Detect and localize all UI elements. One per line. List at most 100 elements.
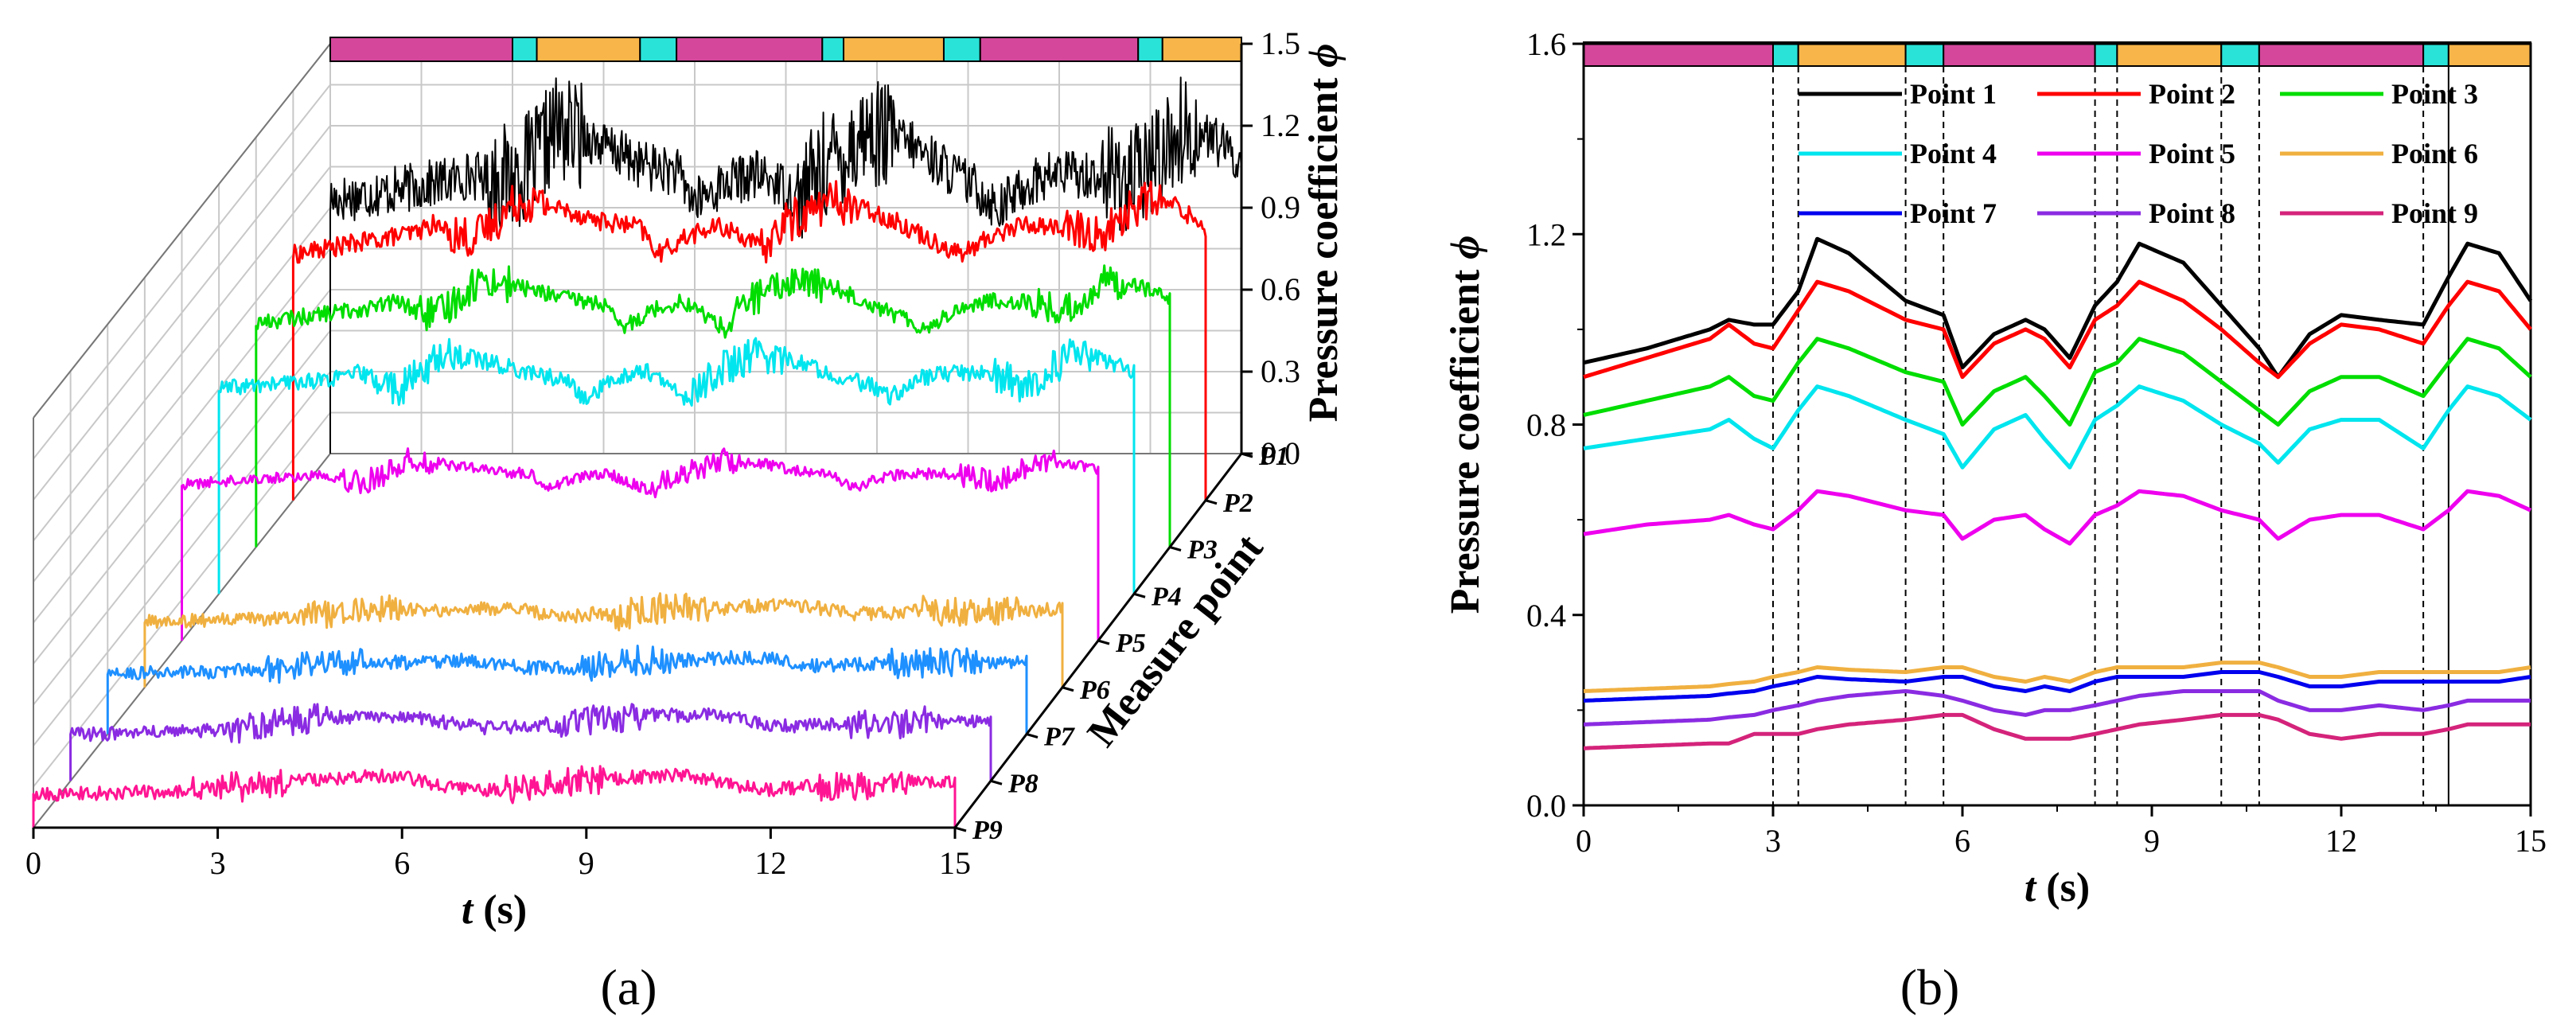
waterfall-trace-p9: [32, 765, 957, 828]
x-tick-label-a: 12: [754, 845, 786, 881]
series-line-point-6: [1583, 661, 2531, 693]
phase-segment-a: [1161, 37, 1243, 62]
depth-tick-label-a: P7: [1043, 723, 1076, 752]
phase-segment-b: [2094, 41, 2118, 67]
depth-tick-label-a: P3: [1187, 536, 1218, 565]
depth-axis-title-a: Measure point: [1079, 525, 1272, 755]
legend-label-point-9: Point 9: [2391, 197, 2478, 229]
legend-label-point-6: Point 6: [2391, 138, 2478, 170]
z-tick-label-a: 1.2: [1261, 107, 1300, 143]
series-line-point-4: [1583, 384, 2532, 470]
y-axis-title-text-b: Pressure coefficient: [1443, 259, 1488, 614]
depth-tick-mark-a: [1205, 499, 1218, 505]
waterfall-trace-p6: [143, 592, 1064, 688]
phase-segment-a: [676, 37, 824, 62]
z-axis-title-a: Pressure coefficient ϕ: [1301, 44, 1346, 423]
phase-segment-b: [1797, 41, 1907, 67]
depth-tick-mark-a: [1062, 686, 1074, 692]
waterfall-trace-p8: [69, 703, 992, 781]
phase-segment-a: [639, 37, 678, 62]
legend-label-point-4: Point 4: [1910, 138, 1997, 170]
y-tick-label-b: 0.4: [1526, 598, 1566, 633]
depth-tick-mark-a: [1133, 592, 1146, 598]
depth-tick-label-a: P1: [1258, 442, 1289, 471]
phase-segment-a: [979, 37, 1140, 62]
x-axis-title-b: t (s): [2025, 865, 2090, 910]
y-axis-symbol-b: ϕ: [1443, 236, 1488, 259]
side-wall-grid-line: [33, 207, 331, 583]
waterfall-trace-p3: [255, 264, 1171, 548]
side-wall-grid-line: [33, 125, 331, 501]
depth-tick-mark-a: [990, 779, 1003, 785]
z-tick-label-a: 0.9: [1261, 189, 1300, 225]
panel-b-label: (b): [1900, 959, 1960, 1015]
phase-segment-b: [1943, 41, 2096, 67]
z-tick-label-a: 1.5: [1261, 25, 1300, 61]
x-tick-label-a: 3: [210, 845, 226, 881]
x-axis-variable-b: t: [2025, 865, 2037, 910]
phase-segment-a: [942, 37, 981, 62]
phase-segment-a: [1137, 37, 1163, 62]
depth-tick-mark-a: [1097, 639, 1110, 645]
phase-segment-b: [2422, 41, 2449, 67]
series-line-point-8: [1583, 689, 2531, 727]
x-tick-label-a: 9: [579, 845, 594, 881]
floor-outline: [31, 453, 1244, 828]
z-axis-title-text-a: Pressure coefficient: [1301, 68, 1346, 423]
depth-tick-label-a: P4: [1151, 582, 1182, 611]
z-tick-label-a: 0.0: [1261, 435, 1300, 471]
depth-tick-mark-a: [954, 826, 967, 832]
legend-label-point-3: Point 3: [2391, 78, 2478, 110]
legend-label-point-7: Point 7: [1910, 197, 1997, 229]
x-tick-label-b: 9: [2144, 823, 2160, 859]
side-wall-grid-line: [33, 166, 331, 542]
waterfall-trace-p7: [106, 645, 1028, 735]
series-line-point-7: [1583, 670, 2531, 703]
x-tick-label-b: 3: [1765, 823, 1781, 859]
legend-label-point-1: Point 1: [1910, 78, 1997, 110]
depth-tick-label-a: P2: [1222, 489, 1253, 518]
phase-segment-b: [2220, 41, 2260, 67]
phase-segment-b: [2116, 41, 2223, 67]
depth-tick-label-a: P5: [1115, 629, 1146, 658]
top-left-edge: [33, 43, 331, 419]
phase-segment-a: [821, 37, 845, 62]
legend-label-point-8: Point 8: [2149, 197, 2235, 229]
z-tick-label-a: 0.3: [1261, 353, 1300, 389]
panel-a-label: (a): [600, 959, 657, 1015]
side-wall-grid-line: [33, 247, 331, 624]
phase-segment-b: [2447, 41, 2532, 67]
series-line-point-9: [1583, 712, 2531, 750]
series-line-point-1: [1583, 236, 2533, 380]
waterfall-trace-p4: [217, 337, 1136, 594]
waterfall-trace-p2: [291, 180, 1207, 501]
phase-segment-a: [536, 37, 641, 62]
y-tick-label-b: 0.0: [1526, 788, 1566, 824]
phase-segment-a: [512, 37, 538, 62]
x-tick-label-b: 6: [1954, 823, 1970, 859]
depth-tick-label-a: P9: [972, 816, 1003, 845]
phase-segment-b: [2258, 41, 2425, 67]
x-tick-label-b: 0: [1576, 823, 1592, 859]
series-line-point-3: [1583, 337, 2532, 427]
x-axis-title-a: t (s): [462, 887, 527, 933]
y-tick-label-b: 1.2: [1526, 216, 1566, 252]
phase-segment-a: [843, 37, 945, 62]
legend-label-point-2: Point 2: [2149, 78, 2235, 110]
x-tick-label-a: 6: [394, 845, 410, 881]
x-axis-unit-a: (s): [473, 887, 527, 933]
x-tick-label-a: 15: [939, 845, 971, 881]
legend-label-point-5: Point 5: [2149, 138, 2235, 170]
depth-tick-label-a: P8: [1007, 769, 1039, 798]
side-wall-grid-line: [33, 289, 331, 664]
x-tick-label-b: 15: [2515, 823, 2547, 859]
x-tick-label-b: 12: [2325, 823, 2357, 859]
phase-segment-b: [1772, 41, 1799, 67]
depth-tick-mark-a: [1169, 546, 1182, 551]
panel-b-line-chart: 0 3 6 9 12 15 0.0 0.4 0.8 1.2 1.6 t (s) Pressure coe…: [1443, 26, 2547, 910]
phase-segment-a: [329, 37, 513, 62]
depth-tick-label-a: P6: [1079, 676, 1110, 705]
side-wall-grid-line: [33, 84, 331, 460]
phase-segment-b: [1904, 41, 1945, 67]
